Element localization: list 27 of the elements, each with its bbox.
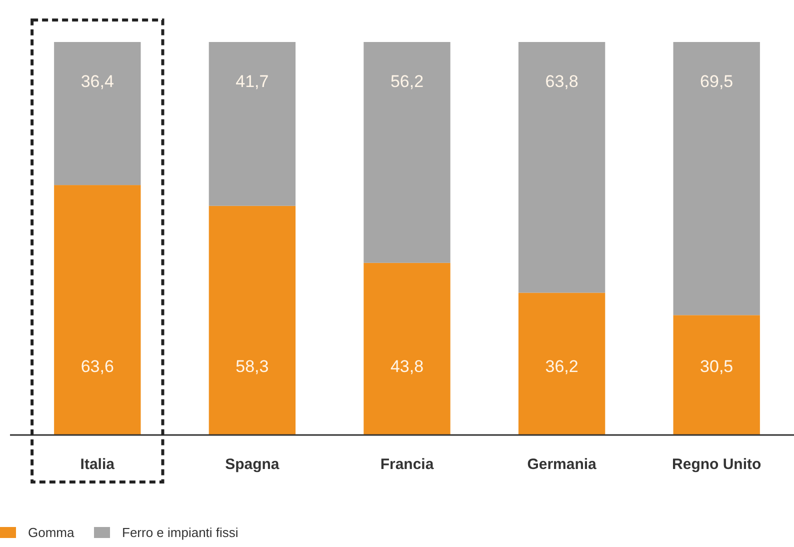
- bar: [518, 42, 606, 293]
- data-label: 63,8: [545, 72, 578, 91]
- bar: [208, 42, 296, 206]
- data-label: 56,2: [390, 72, 424, 91]
- bar: [364, 262, 450, 435]
- bar: [518, 292, 606, 435]
- x-tick-label: Spagna: [225, 456, 280, 473]
- legend-label: Ferro e impianti fissi: [122, 525, 238, 540]
- bar: [54, 185, 141, 435]
- data-label: 41,7: [236, 72, 269, 91]
- bar: [364, 42, 450, 263]
- x-tick-label: Germania: [527, 456, 598, 473]
- data-label: 43,8: [390, 357, 424, 376]
- data-label: 58,3: [236, 357, 269, 376]
- legend-label: Gomma: [28, 525, 75, 540]
- data-label: 63,6: [80, 357, 114, 376]
- data-label: 69,5: [700, 72, 734, 91]
- data-label: 30,5: [700, 357, 734, 376]
- bar: [673, 42, 760, 316]
- bar: [54, 42, 141, 186]
- x-tick-label: Italia: [80, 456, 116, 473]
- data-label: 36,2: [545, 357, 578, 376]
- data-label: 36,4: [80, 72, 114, 91]
- x-tick-label: Regno Unito: [672, 456, 762, 473]
- x-tick-label: Francia: [380, 456, 434, 473]
- bar: [208, 206, 296, 435]
- bar: [673, 315, 760, 435]
